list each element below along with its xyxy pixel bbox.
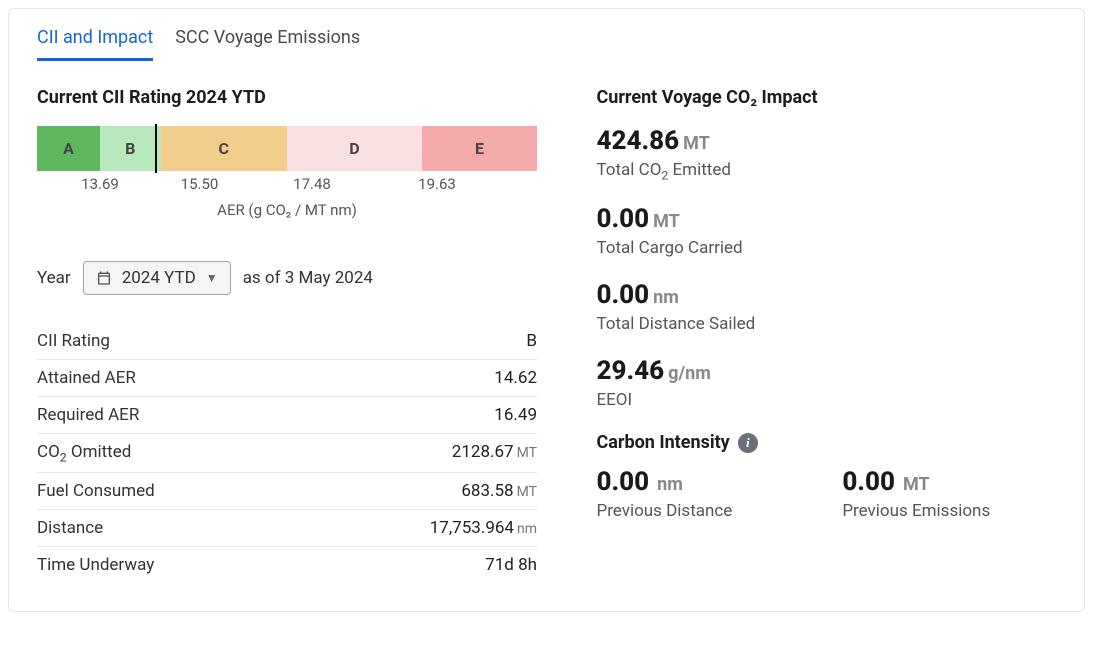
previous-distance-unit: nm bbox=[657, 474, 683, 495]
year-row: Year 2024 YTD ▼ as of 3 May 2024 bbox=[37, 261, 556, 295]
info-icon[interactable]: i bbox=[738, 433, 758, 453]
rating-segment-d: D bbox=[287, 126, 422, 171]
chevron-down-icon: ▼ bbox=[206, 271, 218, 285]
voyage-metric: 0.00nm Total Distance Sailed bbox=[596, 280, 1056, 334]
data-row-value: 16.49 bbox=[494, 405, 537, 425]
data-row: CII Rating B bbox=[37, 323, 537, 360]
previous-distance-value: 0.00 bbox=[596, 467, 649, 497]
metric-value: 424.86 bbox=[596, 126, 679, 156]
rating-tick-label: 15.50 bbox=[181, 175, 219, 193]
data-row-unit: MT bbox=[517, 484, 537, 500]
data-row-key: Distance bbox=[37, 518, 103, 538]
metric-unit: g/nm bbox=[668, 363, 711, 384]
data-row-unit: nm bbox=[517, 521, 537, 537]
voyage-metric: 29.46g/nm EEOI bbox=[596, 356, 1056, 410]
cii-rating-ticks: 13.69 15.50 17.48 19.63 bbox=[37, 175, 537, 195]
data-row-value: 14.62 bbox=[494, 368, 537, 388]
metric-value: 29.46 bbox=[596, 356, 664, 386]
data-row-value: 17,753.964nm bbox=[430, 518, 537, 538]
voyage-metric: 424.86MT Total CO2 Emitted bbox=[596, 126, 1056, 182]
rating-segment-c: C bbox=[161, 126, 288, 171]
data-row: Fuel Consumed 683.58MT bbox=[37, 473, 537, 510]
metric-unit: MT bbox=[683, 133, 710, 154]
rating-segment-e: E bbox=[422, 126, 537, 171]
data-row-key: Time Underway bbox=[37, 555, 154, 575]
metric-unit: nm bbox=[653, 287, 679, 308]
rating-tick-label: 13.69 bbox=[81, 175, 119, 193]
previous-emissions-metric: 0.00 MT Previous Emissions bbox=[842, 467, 990, 521]
data-row-unit: MT bbox=[517, 445, 537, 461]
data-row-key: Required AER bbox=[37, 405, 139, 425]
year-dropdown-value: 2024 YTD bbox=[122, 268, 196, 288]
previous-emissions-unit: MT bbox=[903, 474, 930, 495]
data-row-value: 683.58MT bbox=[461, 481, 537, 501]
carbon-intensity-heading: Carbon Intensity i bbox=[596, 432, 1056, 453]
data-row-value: B bbox=[526, 331, 537, 351]
previous-emissions-value: 0.00 bbox=[842, 467, 895, 497]
data-row-key: CO2 Omitted bbox=[37, 442, 131, 464]
rating-marker bbox=[155, 124, 157, 173]
as-of-label: as of 3 May 2024 bbox=[243, 268, 373, 288]
voyage-metrics: 424.86MTTotal CO2 Emitted0.00MTTotal Car… bbox=[596, 126, 1056, 410]
metric-unit: MT bbox=[653, 211, 680, 232]
data-row-value: 2128.67MT bbox=[452, 442, 537, 462]
data-row-key: Attained AER bbox=[37, 368, 136, 388]
metric-desc: Total Distance Sailed bbox=[596, 314, 1056, 334]
data-row-key: CII Rating bbox=[37, 331, 110, 351]
content-area: Current CII Rating 2024 YTD ABCDE 13.691… bbox=[9, 61, 1084, 611]
data-row: Required AER 16.49 bbox=[37, 397, 537, 434]
data-row-key: Fuel Consumed bbox=[37, 481, 155, 501]
metric-desc: EEOI bbox=[596, 390, 1056, 410]
emissions-card: CII and Impact SCC Voyage Emissions Curr… bbox=[8, 8, 1085, 612]
calendar-icon bbox=[96, 270, 112, 286]
rating-tick-label: 17.48 bbox=[293, 175, 331, 193]
data-row: Time Underway 71d 8h bbox=[37, 547, 537, 583]
tab-strip: CII and Impact SCC Voyage Emissions bbox=[9, 9, 1084, 61]
previous-distance-metric: 0.00 nm Previous Distance bbox=[596, 467, 732, 521]
right-column: Current Voyage CO₂ Impact 424.86MTTotal … bbox=[596, 87, 1056, 583]
cii-data-table: CII Rating B Attained AER 14.62 Required AER… bbox=[37, 323, 537, 583]
tab-cii-impact[interactable]: CII and Impact bbox=[37, 27, 153, 61]
cii-rating-heading: Current CII Rating 2024 YTD bbox=[37, 87, 556, 108]
year-dropdown[interactable]: 2024 YTD ▼ bbox=[83, 261, 231, 295]
metric-value: 0.00 bbox=[596, 280, 649, 310]
rating-segment-b: B bbox=[100, 126, 161, 171]
metric-value: 0.00 bbox=[596, 204, 649, 234]
data-row-value: 71d 8h bbox=[485, 555, 537, 575]
data-row: Attained AER 14.62 bbox=[37, 360, 537, 397]
metric-desc: Total CO2 Emitted bbox=[596, 160, 1056, 182]
data-row: CO2 Omitted 2128.67MT bbox=[37, 434, 537, 473]
carbon-intensity-grid: 0.00 nm Previous Distance 0.00 MT Previo… bbox=[596, 467, 1056, 543]
metric-desc: Total Cargo Carried bbox=[596, 238, 1056, 258]
rating-tick-label: 19.63 bbox=[418, 175, 456, 193]
carbon-intensity-label: Carbon Intensity bbox=[596, 432, 729, 453]
left-column: Current CII Rating 2024 YTD ABCDE 13.691… bbox=[37, 87, 556, 583]
tab-scc-voyage-emissions[interactable]: SCC Voyage Emissions bbox=[175, 27, 360, 61]
previous-emissions-desc: Previous Emissions bbox=[842, 501, 990, 521]
voyage-metric: 0.00MT Total Cargo Carried bbox=[596, 204, 1056, 258]
voyage-impact-heading: Current Voyage CO₂ Impact bbox=[596, 87, 1056, 108]
year-label: Year bbox=[37, 268, 71, 288]
rating-segment-a: A bbox=[37, 126, 100, 171]
previous-distance-desc: Previous Distance bbox=[596, 501, 732, 521]
cii-rating-bar: ABCDE bbox=[37, 126, 537, 171]
data-row: Distance 17,753.964nm bbox=[37, 510, 537, 547]
aer-axis-label: AER (g CO₂ / MT nm) bbox=[37, 201, 537, 219]
